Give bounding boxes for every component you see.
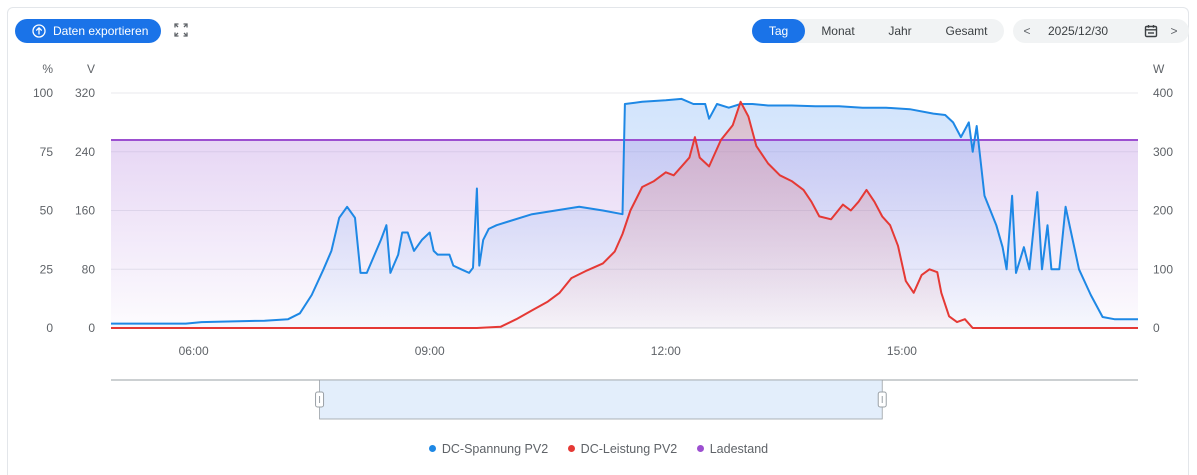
next-date-icon[interactable]: >	[1170, 24, 1178, 38]
legend-label-soc: Ladestand	[709, 441, 769, 456]
upload-icon	[32, 24, 46, 38]
legend-dot-power	[567, 445, 575, 452]
fullscreen-icon[interactable]	[174, 23, 188, 42]
legend-item-voltage[interactable]: DC-Spannung PV2	[428, 441, 549, 456]
date-picker: < 2025/12/30 >	[1013, 19, 1189, 43]
legend-item-soc[interactable]: Ladestand	[696, 441, 769, 456]
prev-date-icon[interactable]: <	[1023, 24, 1031, 38]
date-value[interactable]: 2025/12/30	[1048, 24, 1109, 38]
legend-dot-soc	[696, 445, 704, 452]
period-tab-day[interactable]: Tag	[752, 19, 805, 43]
legend-label-power: DC-Leistung PV2	[580, 441, 678, 456]
legend-label-voltage: DC-Spannung PV2	[441, 441, 549, 456]
period-tab-year[interactable]: Jahr	[888, 24, 912, 38]
legend-dot-voltage	[428, 445, 436, 452]
period-selector: Tag Monat Jahr Gesamt	[752, 19, 1004, 43]
legend-item-power[interactable]: DC-Leistung PV2	[567, 441, 678, 456]
calendar-icon[interactable]	[1144, 24, 1158, 41]
period-tab-month[interactable]: Monat	[821, 24, 855, 38]
chart-card	[7, 7, 1189, 475]
period-tab-total[interactable]: Gesamt	[945, 24, 988, 38]
legend: DC-Spannung PV2 DC-Leistung PV2 Ladestan…	[0, 441, 1197, 456]
export-button[interactable]: Daten exportieren	[15, 19, 161, 43]
export-label: Daten exportieren	[53, 24, 149, 38]
